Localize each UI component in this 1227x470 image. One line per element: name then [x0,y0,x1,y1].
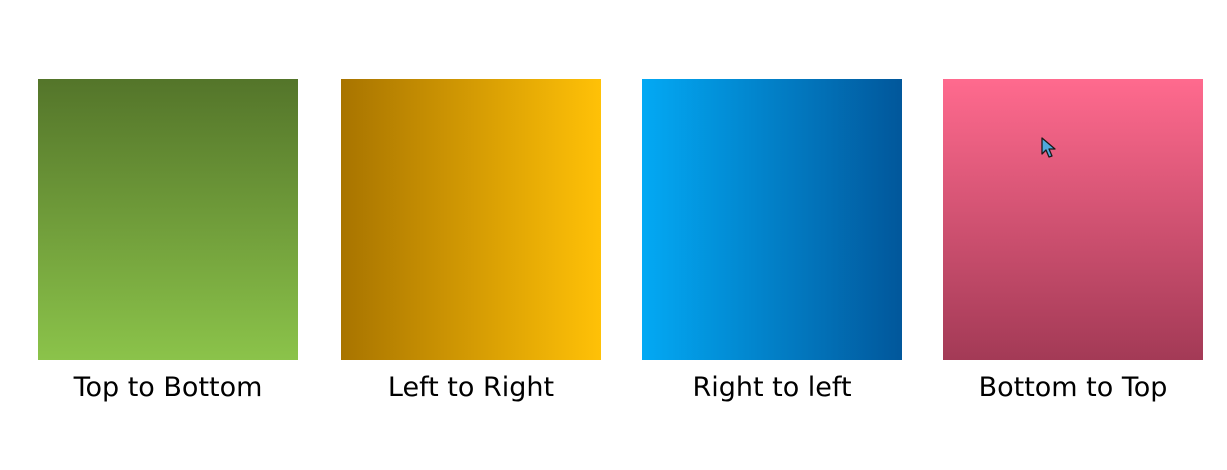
gradient-swatch-top-to-bottom [38,79,298,360]
gradient-swatch-bottom-to-top [943,79,1203,360]
swatch-label-top-to-bottom: Top to Bottom [73,372,263,403]
gradient-swatch-right-to-left [642,79,902,360]
gradient-swatch-left-to-right [341,79,601,360]
mouse-pointer-icon [1041,137,1056,158]
swatch-label-left-to-right: Left to Right [387,372,555,403]
swatch-label-right-to-left: Right to left [692,372,852,403]
swatch-label-bottom-to-top: Bottom to Top [978,372,1168,403]
